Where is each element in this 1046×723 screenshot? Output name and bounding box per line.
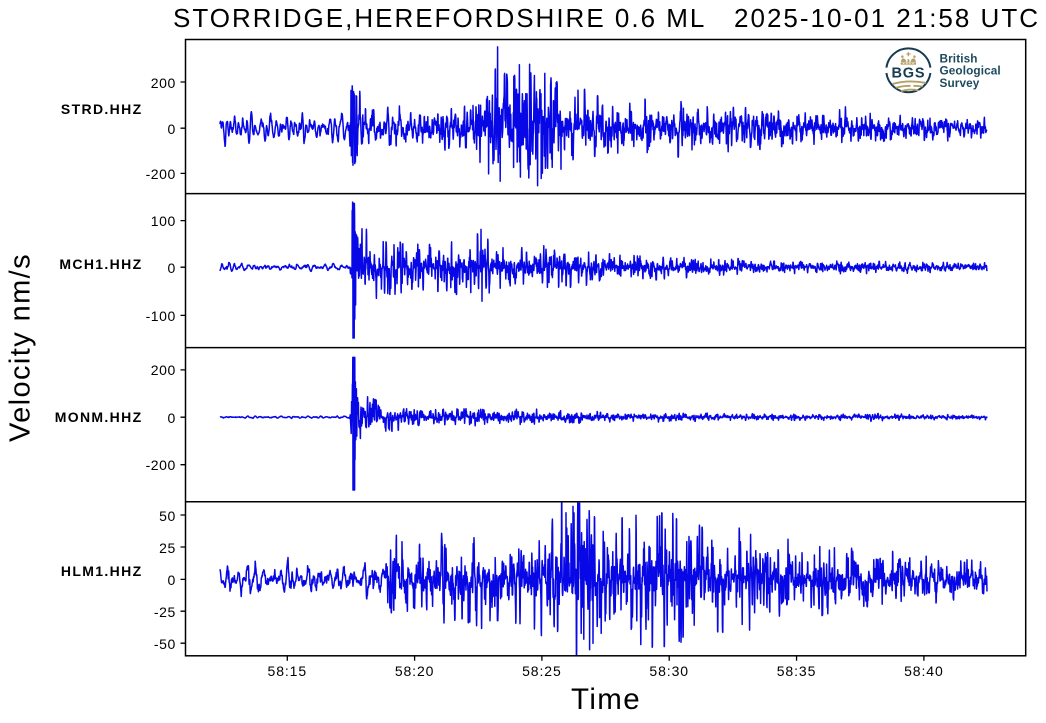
svg-text:Geological: Geological	[940, 64, 1001, 78]
svg-text:British: British	[940, 51, 978, 65]
svg-text:BGS: BGS	[891, 65, 925, 81]
svg-text:Survey: Survey	[940, 76, 980, 90]
